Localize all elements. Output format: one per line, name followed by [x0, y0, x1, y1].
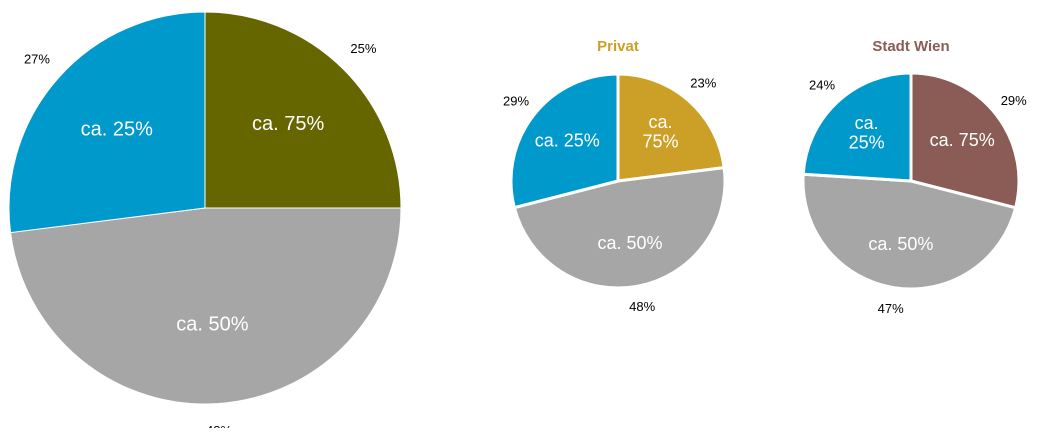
value-label: 24% — [809, 78, 835, 93]
value-label: 48% — [206, 423, 232, 428]
pie-title: Stadt Wien — [872, 38, 949, 55]
slice-label: ca. 50% — [868, 234, 933, 254]
slice-label: ca. 50% — [598, 233, 663, 253]
slice-label-line: 75% — [642, 131, 678, 151]
pie-slice — [512, 165, 727, 290]
pie-slice — [616, 72, 726, 183]
slice-label: ca. 50% — [176, 314, 248, 336]
slice-label-line: 25% — [849, 132, 885, 152]
slice-label: ca. 75% — [252, 113, 324, 135]
slice-label-line: ca. — [855, 113, 879, 133]
pie-slice — [204, 11, 402, 209]
value-label: 47% — [878, 301, 904, 316]
value-label: 27% — [24, 51, 50, 66]
value-label: 29% — [503, 93, 529, 108]
pie-slice — [509, 72, 620, 210]
value-label: 29% — [1001, 93, 1027, 108]
pie-title: Privat — [597, 38, 639, 55]
slice-label-line: ca. — [648, 112, 672, 132]
slice-label: ca. 25% — [81, 119, 153, 141]
pie-slice — [801, 172, 1018, 291]
pie-slice — [801, 71, 913, 183]
value-label: 25% — [350, 41, 376, 56]
pie-slice — [9, 207, 402, 405]
pie-slice — [909, 71, 1021, 210]
value-label: 48% — [629, 299, 655, 314]
value-label: 23% — [690, 76, 716, 91]
pie-slice — [8, 11, 206, 234]
slice-label: ca. 25% — [849, 113, 885, 153]
slice-label: ca. 75% — [642, 112, 678, 152]
slice-label: ca. 75% — [930, 130, 995, 150]
slice-label: ca. 25% — [535, 130, 600, 150]
